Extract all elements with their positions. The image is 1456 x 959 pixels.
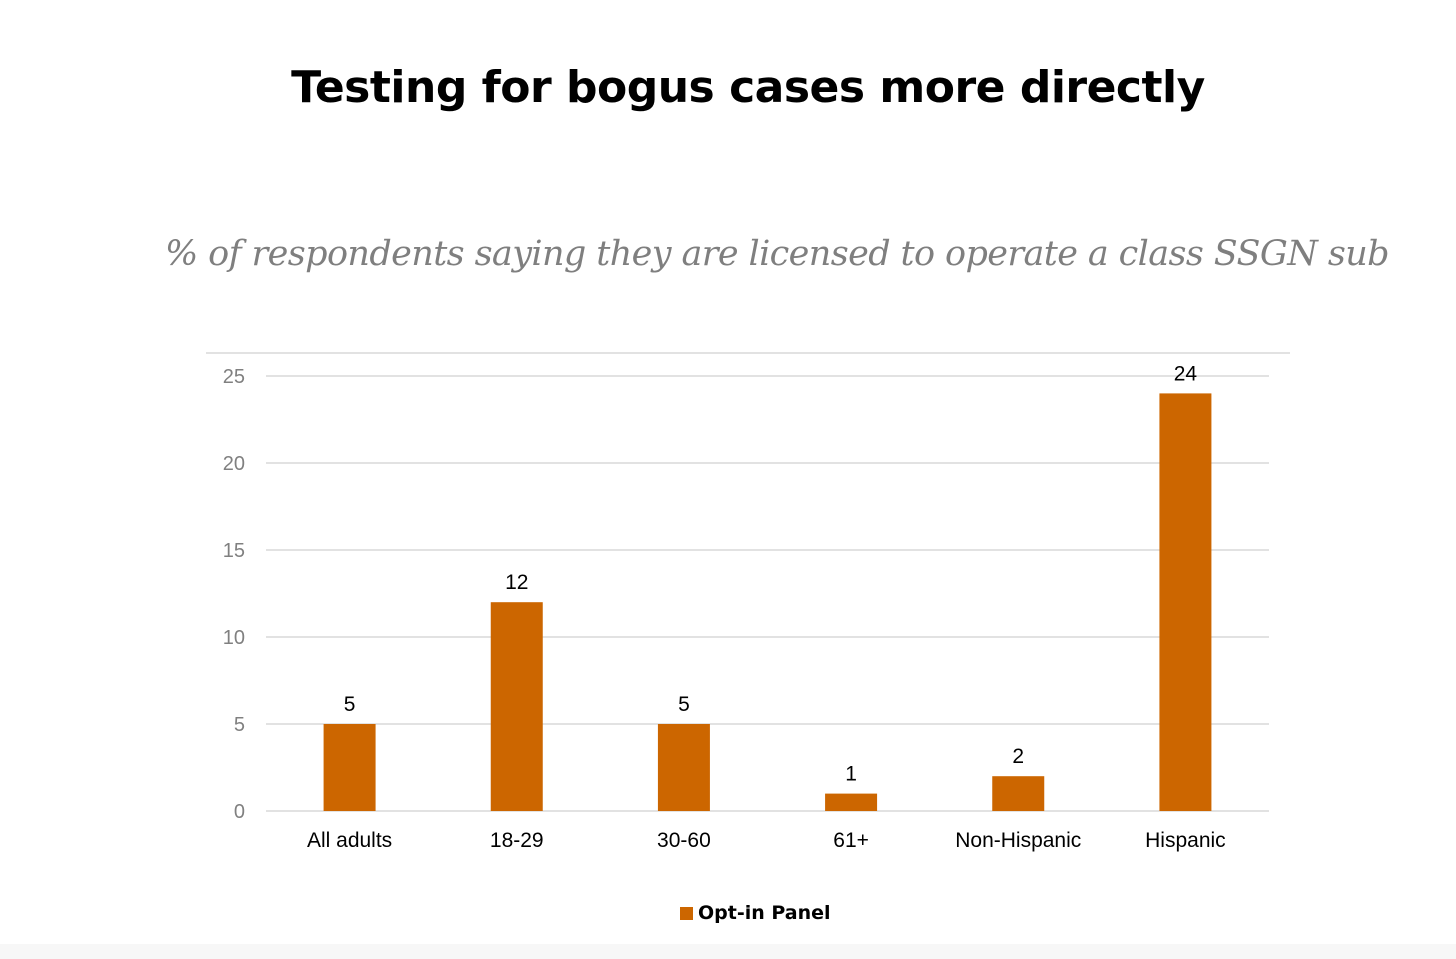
category-label: All adults: [307, 829, 392, 852]
data-label: 1: [845, 763, 857, 786]
bar: [657, 724, 710, 811]
chart-title: Testing for bogus cases more directly: [291, 62, 1205, 113]
data-label: 5: [678, 693, 690, 716]
category-label: Non-Hispanic: [955, 829, 1081, 852]
y-tick-label: 5: [234, 714, 245, 736]
data-label: 12: [505, 571, 528, 594]
data-label: 5: [344, 693, 356, 716]
y-axis-ticks: 0 5 10 15 20 25: [223, 366, 245, 823]
category-label: 18-29: [490, 829, 544, 852]
category-label: 61+: [833, 829, 869, 852]
legend-label: Opt-in Panel: [698, 902, 831, 924]
legend-swatch: [680, 906, 693, 920]
chart-subtitle: % of respondents saying they are license…: [165, 234, 1390, 274]
data-label: 24: [1174, 362, 1198, 385]
bars: [323, 393, 1212, 811]
category-label: Hispanic: [1145, 829, 1226, 852]
y-tick-label: 10: [223, 627, 245, 649]
bottom-strip: [0, 944, 1456, 959]
y-tick-label: 15: [223, 540, 245, 562]
bar: [992, 776, 1045, 811]
bar: [1159, 393, 1212, 811]
bar: [490, 602, 543, 811]
data-label: 2: [1012, 745, 1024, 768]
y-tick-label: 20: [223, 453, 245, 475]
y-tick-label: 0: [234, 801, 245, 823]
y-tick-label: 25: [223, 366, 245, 388]
category-label: 30-60: [657, 829, 711, 852]
legend: Opt-in Panel: [680, 902, 831, 924]
bar: [825, 793, 878, 811]
x-axis-categories: All adults 18-29 30-60 61+ Non-Hispanic Hispa…: [307, 829, 1226, 852]
bar: [323, 724, 376, 811]
gridlines: [266, 375, 1269, 812]
